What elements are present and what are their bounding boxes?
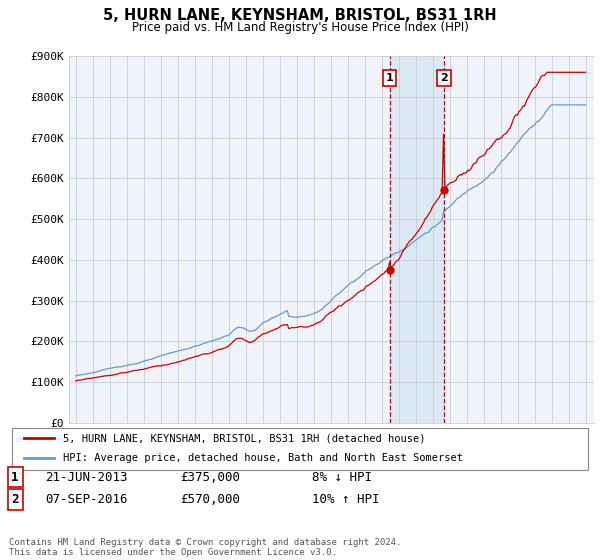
Text: £375,000: £375,000: [180, 470, 240, 484]
Text: 1: 1: [11, 470, 19, 484]
Text: Price paid vs. HM Land Registry's House Price Index (HPI): Price paid vs. HM Land Registry's House …: [131, 21, 469, 34]
Text: 1: 1: [386, 73, 394, 83]
Text: 5, HURN LANE, KEYNSHAM, BRISTOL, BS31 1RH: 5, HURN LANE, KEYNSHAM, BRISTOL, BS31 1R…: [103, 8, 497, 24]
Text: Contains HM Land Registry data © Crown copyright and database right 2024.
This d: Contains HM Land Registry data © Crown c…: [9, 538, 401, 557]
Text: 2: 2: [11, 493, 19, 506]
Text: 2: 2: [440, 73, 448, 83]
Text: 8% ↓ HPI: 8% ↓ HPI: [312, 470, 372, 484]
Bar: [389, 56, 444, 423]
Text: 10% ↑ HPI: 10% ↑ HPI: [312, 493, 380, 506]
Text: 5, HURN LANE, KEYNSHAM, BRISTOL, BS31 1RH (detached house): 5, HURN LANE, KEYNSHAM, BRISTOL, BS31 1R…: [63, 433, 425, 444]
Text: HPI: Average price, detached house, Bath and North East Somerset: HPI: Average price, detached house, Bath…: [63, 452, 463, 463]
Text: 07-SEP-2016: 07-SEP-2016: [45, 493, 128, 506]
Text: £570,000: £570,000: [180, 493, 240, 506]
Text: 21-JUN-2013: 21-JUN-2013: [45, 470, 128, 484]
